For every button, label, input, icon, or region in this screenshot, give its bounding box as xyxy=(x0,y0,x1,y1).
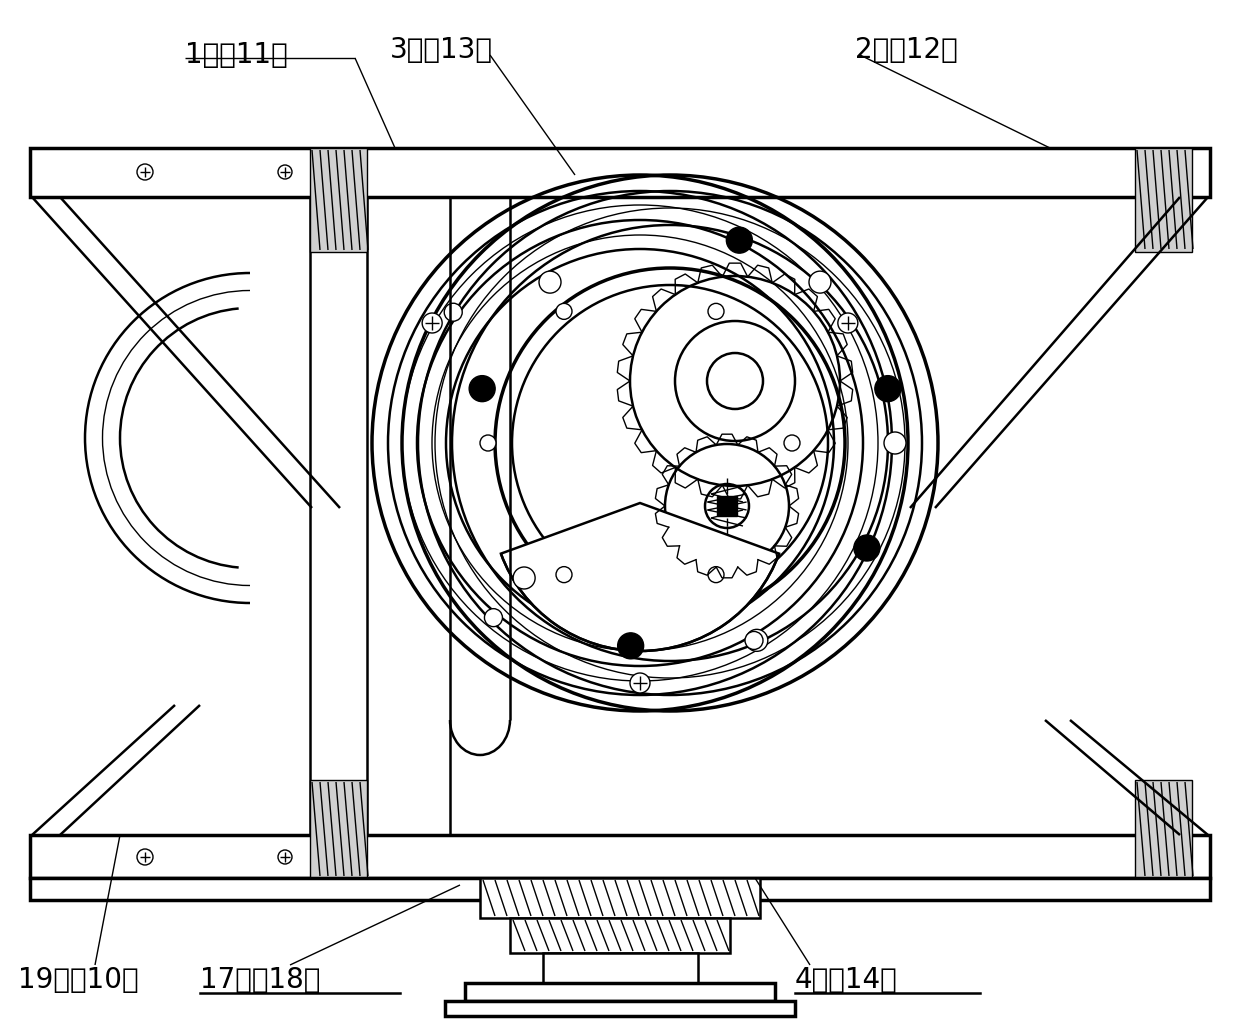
Circle shape xyxy=(556,304,572,319)
Circle shape xyxy=(444,304,463,321)
Circle shape xyxy=(422,313,443,333)
Bar xyxy=(310,148,367,252)
Wedge shape xyxy=(501,503,779,651)
Circle shape xyxy=(875,376,900,401)
Circle shape xyxy=(136,164,153,180)
Circle shape xyxy=(707,353,763,409)
Bar xyxy=(467,985,773,999)
Bar xyxy=(32,837,1208,876)
Circle shape xyxy=(485,609,502,627)
Circle shape xyxy=(539,271,560,293)
Bar xyxy=(1135,780,1192,878)
Text: 3（或13）: 3（或13） xyxy=(391,36,494,64)
Bar xyxy=(30,878,1210,900)
Bar xyxy=(465,983,775,1001)
Circle shape xyxy=(480,435,496,451)
Bar xyxy=(480,878,760,918)
Circle shape xyxy=(838,313,858,333)
Text: 2（或12）: 2（或12） xyxy=(856,36,957,64)
Text: 17（或18）: 17（或18） xyxy=(200,966,320,994)
Text: 1（或11）: 1（或11） xyxy=(185,41,288,69)
Circle shape xyxy=(745,630,768,651)
Circle shape xyxy=(727,227,753,253)
Bar xyxy=(1135,148,1192,252)
Circle shape xyxy=(808,271,831,293)
Circle shape xyxy=(708,304,724,319)
Circle shape xyxy=(556,567,572,582)
Bar xyxy=(32,150,1208,196)
Bar xyxy=(445,1001,795,1016)
Circle shape xyxy=(618,633,644,659)
Circle shape xyxy=(513,567,536,589)
Bar xyxy=(310,197,367,835)
Circle shape xyxy=(469,376,495,401)
Circle shape xyxy=(136,849,153,865)
Text: 19（或10）: 19（或10） xyxy=(19,966,139,994)
Bar xyxy=(310,780,367,878)
Bar xyxy=(30,148,1210,197)
Circle shape xyxy=(854,535,880,561)
Circle shape xyxy=(278,850,291,864)
Bar xyxy=(717,496,737,516)
Bar xyxy=(30,835,1210,878)
Circle shape xyxy=(884,432,906,454)
Circle shape xyxy=(745,632,763,649)
Circle shape xyxy=(630,673,650,693)
Text: 4（或14）: 4（或14） xyxy=(795,966,898,994)
Circle shape xyxy=(708,567,724,582)
Bar xyxy=(543,953,698,983)
Circle shape xyxy=(278,165,291,179)
Bar xyxy=(510,918,730,953)
Circle shape xyxy=(784,435,800,451)
